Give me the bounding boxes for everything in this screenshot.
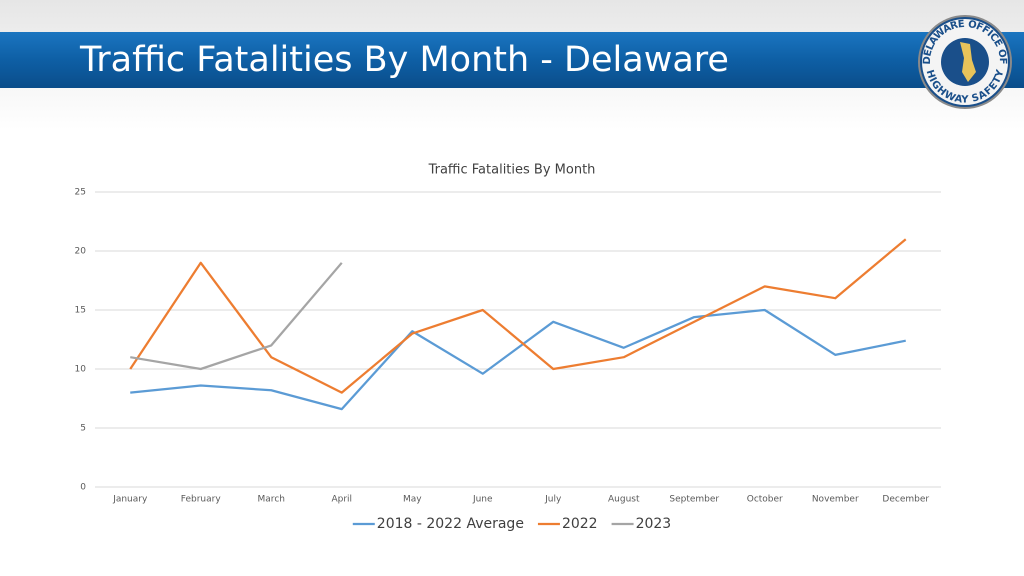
x-tick-label: October	[747, 495, 783, 505]
legend-label: 2018 - 2022 Average	[377, 516, 524, 532]
logo-state	[960, 42, 976, 82]
x-tick-label: July	[544, 495, 562, 505]
x-tick-label: January	[112, 495, 148, 505]
logo: DELAWARE OFFICE OF HIGHWAY SAFETY	[918, 15, 1012, 109]
y-tick-label: 0	[80, 483, 86, 493]
legend-label: 2023	[636, 516, 672, 532]
y-tick-label: 5	[80, 424, 86, 434]
y-tick-label: 25	[75, 188, 86, 198]
y-tick-label: 20	[75, 247, 87, 257]
x-tick-label: April	[331, 495, 352, 505]
series-line	[129, 238, 907, 394]
x-tick-label: June	[472, 495, 493, 505]
header-band	[0, 32, 1024, 88]
x-tick-label: November	[812, 495, 859, 505]
x-tick-label: December	[882, 495, 929, 505]
chart-title: Traffic Fatalities By Month	[428, 163, 596, 178]
x-tick-label: March	[258, 495, 285, 505]
x-tick-label: August	[608, 495, 640, 505]
x-tick-label: February	[181, 495, 222, 505]
series-line	[130, 308, 906, 411]
legend-label: 2022	[562, 516, 598, 532]
slide-title: Traffic Fatalities By Month - Delaware	[79, 40, 729, 80]
y-tick-label: 15	[75, 306, 86, 316]
x-tick-label: September	[669, 495, 719, 505]
y-tick-label: 10	[75, 365, 87, 375]
series-line	[130, 262, 343, 371]
x-tick-label: May	[403, 495, 422, 505]
